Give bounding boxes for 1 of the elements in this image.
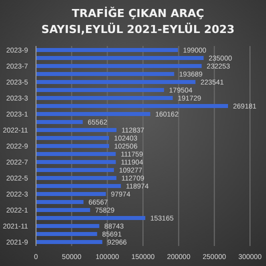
chart-title: TRAFİĞE ÇIKAN ARAÇ SAYISI,EYLÜL 2021-EYLÜL 2023 [40,6,236,38]
